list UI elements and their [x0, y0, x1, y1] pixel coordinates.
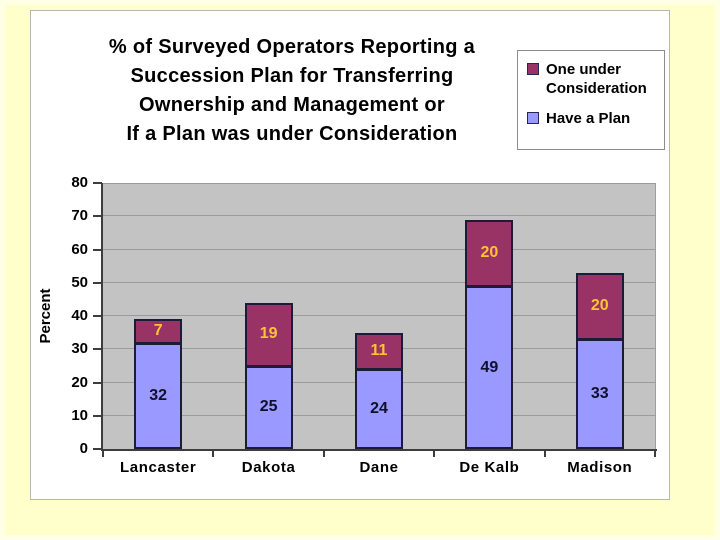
gridline: [103, 183, 655, 184]
gridline: [103, 215, 655, 217]
bar-dakota-have-a-plan: [244, 365, 293, 449]
x-tick-mark: [322, 451, 325, 457]
bar-value-label-lancaster-one-under-consideration: 7: [153, 321, 163, 339]
chart-title: % of Surveyed Operators Reporting a Succ…: [108, 36, 476, 145]
bar-dane-have-a-plan: [355, 369, 403, 449]
legend-label: One under Consideration: [546, 61, 647, 97]
legend-swatch-one-under-consideration: [527, 63, 539, 75]
y-tick-label-70: 70: [71, 207, 88, 225]
y-tick-label-20: 20: [71, 373, 88, 391]
y-tick-mark: [93, 182, 102, 184]
gridline: [103, 281, 655, 283]
y-tick-mark: [93, 215, 102, 218]
y-tick-label-0: 0: [79, 440, 88, 457]
y-tick-label-30: 30: [71, 340, 88, 358]
bar-value-label-madison-one-under-consideration: 20: [590, 297, 609, 315]
x-tick-mark: [433, 451, 436, 457]
x-tick-mark: [102, 451, 104, 457]
y-tick-mark: [93, 414, 102, 417]
y-tick-mark: [93, 448, 102, 450]
bar-value-label-de-kalb-have-a-plan: 49: [480, 358, 499, 376]
legend-label: Have a Plan: [546, 110, 631, 127]
x-axis-label-madison: Madison: [567, 459, 633, 476]
y-axis-line: [101, 183, 103, 451]
y-tick-label-40: 40: [71, 307, 88, 324]
bar-de-kalb-have-a-plan: [465, 286, 514, 449]
y-tick-label-60: 60: [71, 240, 88, 258]
bar-dakota-one-under-consideration: [244, 302, 293, 366]
bar-value-label-lancaster-have-a-plan: 32: [149, 386, 168, 404]
y-tick-mark: [93, 348, 102, 351]
y-tick-mark: [93, 248, 102, 251]
x-axis-line: [101, 449, 657, 451]
y-tick-label-80: 80: [71, 174, 88, 191]
legend-item-have-a-plan: Have a Plan: [527, 109, 660, 128]
gridline: [103, 315, 655, 316]
bar-lancaster-one-under-consideration: [134, 319, 183, 343]
x-axis-label-dane: Dane: [359, 459, 399, 476]
bar-lancaster-have-a-plan: [134, 342, 183, 449]
y-tick-mark: [93, 381, 102, 384]
bar-value-label-dane-one-under-consideration: 11: [370, 341, 388, 359]
bar-madison-have-a-plan: [575, 339, 624, 449]
y-tick-label-10: 10: [71, 406, 88, 424]
x-axis-label-dakota: Dakota: [241, 459, 296, 476]
x-tick-mark: [212, 451, 215, 457]
bar-dane-one-under-consideration: [355, 332, 403, 370]
bar-value-label-dane-have-a-plan: 24: [370, 400, 388, 418]
bar-madison-one-under-consideration: [575, 272, 624, 340]
legend: One under Consideration Have a Plan: [517, 50, 665, 150]
bar-value-label-dakota-have-a-plan: 25: [259, 398, 278, 416]
y-tick-mark: [93, 315, 102, 317]
y-tick-mark: [93, 281, 102, 284]
bar-value-label-dakota-one-under-consideration: 19: [259, 325, 278, 343]
legend-item-one-under-consideration: One under Consideration: [527, 60, 660, 98]
x-axis-label-de-kalb: De Kalb: [459, 459, 520, 476]
plot-area: 32 7 25 19 24 11 49 20 33 20: [103, 183, 656, 449]
x-axis-label-lancaster: Lancaster: [120, 459, 197, 476]
x-tick-mark: [543, 451, 546, 457]
bar-de-kalb-one-under-consideration: [465, 219, 514, 287]
y-tick-label-50: 50: [71, 273, 88, 291]
bar-value-label-madison-have-a-plan: 33: [590, 385, 609, 403]
bar-value-label-de-kalb-one-under-consideration: 20: [480, 243, 499, 261]
x-tick-mark: [654, 451, 656, 457]
legend-swatch-have-a-plan: [527, 112, 539, 124]
gridline: [103, 248, 655, 250]
